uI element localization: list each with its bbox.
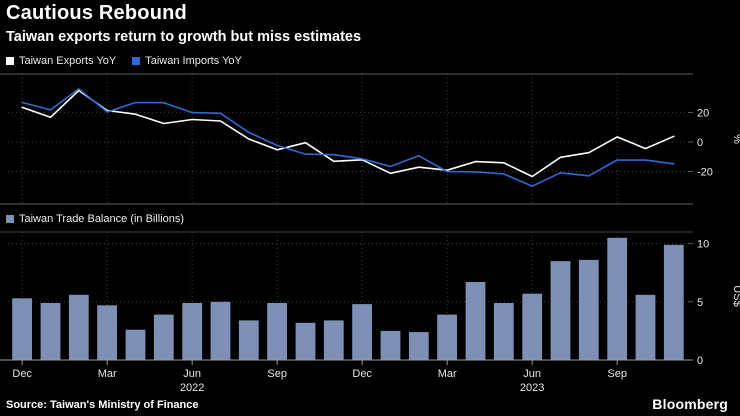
svg-text:Sep: Sep [607,368,627,380]
legend-item-imports: Taiwan Imports YoY [132,55,242,67]
svg-text:Dec: Dec [12,368,32,380]
svg-text:%: % [731,134,740,144]
line-chart-legend: Taiwan Exports YoY Taiwan Imports YoY [6,55,242,67]
bloomberg-logo: Bloomberg [652,396,728,412]
svg-text:US$: US$ [731,285,740,306]
legend-item-exports: Taiwan Exports YoY [6,55,116,67]
svg-text:Dec: Dec [352,368,372,380]
svg-text:Jun: Jun [183,368,201,380]
legend-item-trade-balance: Taiwan Trade Balance (in Billions) [6,213,184,225]
chart-subtitle: Taiwan exports return to growth but miss… [6,29,362,45]
imports-legend-swatch [132,57,141,65]
exports-imports-line-chart: 20 0 -20% [0,73,740,205]
svg-text:Mar: Mar [438,368,457,380]
svg-text:Jun: Jun [523,368,541,380]
trade-balance-bar-chart: 10 5 0 Dec Mar Jun Sep Dec Mar Jun Sep 2022 2023 US$ [0,231,740,394]
imports-legend-label: Taiwan Imports YoY [145,55,242,67]
svg-text:5: 5 [697,297,703,309]
bar-chart-legend: Taiwan Trade Balance (in Billions) [6,213,184,225]
svg-text:Sep: Sep [267,368,287,380]
svg-text:0: 0 [697,137,703,149]
svg-text:20: 20 [697,107,709,119]
svg-text:2022: 2022 [180,382,204,394]
source-attribution: Source: Taiwan's Ministry of Finance [6,399,199,411]
svg-text:Mar: Mar [98,368,117,380]
trade-balance-legend-swatch [6,215,14,223]
svg-text:2023: 2023 [520,382,544,394]
chart-title: Cautious Rebound [6,2,187,24]
trade-balance-legend-label: Taiwan Trade Balance (in Billions) [19,213,185,225]
exports-legend-swatch [6,57,14,65]
svg-text:10: 10 [697,239,709,251]
svg-text:-20: -20 [697,167,713,179]
exports-legend-label: Taiwan Exports YoY [19,55,117,67]
svg-text:0: 0 [697,355,703,367]
